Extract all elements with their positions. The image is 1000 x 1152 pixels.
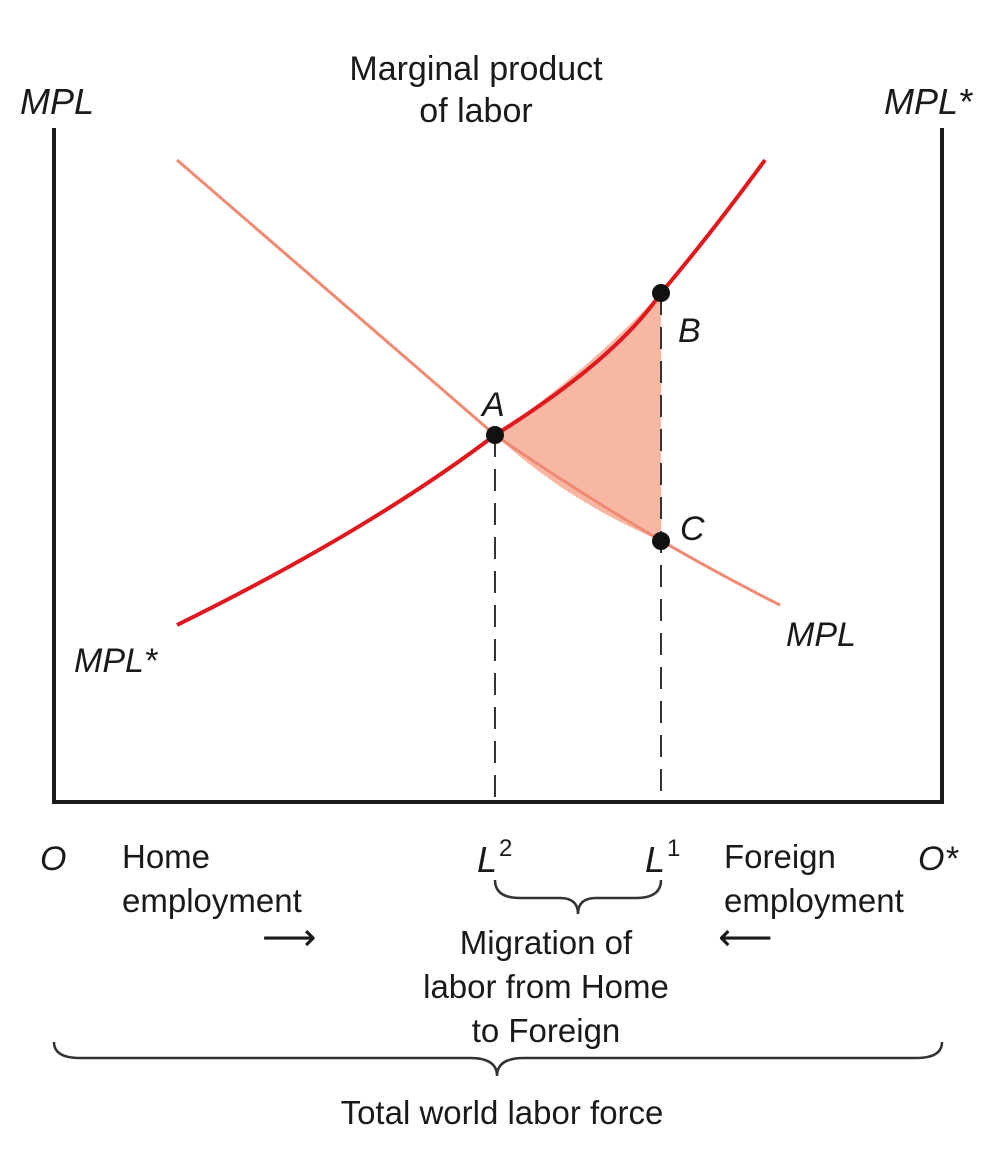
home-employment-line1: Home bbox=[122, 838, 210, 875]
left-axis-label: MPL bbox=[20, 81, 94, 122]
migration-brace bbox=[493, 879, 663, 915]
mpl-foreign-curve bbox=[176, 158, 767, 627]
mpl-foreign-curve-label: MPL* bbox=[74, 642, 159, 680]
tick-l1-base: L bbox=[645, 839, 665, 880]
origin-right-label: O* bbox=[918, 840, 959, 878]
migration-line3: to Foreign bbox=[472, 1012, 621, 1049]
point-c-dot bbox=[652, 532, 670, 550]
total-labor-brace bbox=[52, 1041, 944, 1077]
foreign-arrow-icon: ⟵ bbox=[718, 917, 772, 959]
tick-l2-sup: 2 bbox=[499, 835, 512, 862]
origin-left-label: O bbox=[40, 840, 66, 878]
right-axis-label: MPL* bbox=[884, 81, 973, 122]
mpl-home-curve-label: MPL bbox=[786, 616, 856, 654]
point-b-dot bbox=[652, 284, 670, 302]
foreign-employment-line2: employment bbox=[724, 882, 904, 919]
home-employment-line2: employment bbox=[122, 882, 302, 919]
total-world-labor-label: Total world labor force bbox=[341, 1094, 664, 1131]
gain-triangle-area bbox=[495, 293, 661, 541]
tick-l1-label: L1 bbox=[645, 835, 680, 880]
chart-title-line2: of labor bbox=[419, 92, 532, 130]
chart-title-line1: Marginal product bbox=[349, 50, 603, 88]
point-a-label: A bbox=[480, 386, 505, 424]
tick-l2-label: L2 bbox=[477, 835, 512, 880]
point-b-label: B bbox=[678, 312, 701, 350]
migration-line1: Migration of bbox=[460, 924, 633, 961]
tick-l1-sup: 1 bbox=[667, 835, 680, 862]
point-a-dot bbox=[486, 426, 504, 444]
tick-l2-base: L bbox=[477, 839, 497, 880]
home-arrow-icon: ⟶ bbox=[262, 917, 316, 959]
migration-line2: labor from Home bbox=[423, 968, 669, 1005]
point-c-label: C bbox=[680, 510, 705, 548]
foreign-employment-line1: Foreign bbox=[724, 838, 836, 875]
